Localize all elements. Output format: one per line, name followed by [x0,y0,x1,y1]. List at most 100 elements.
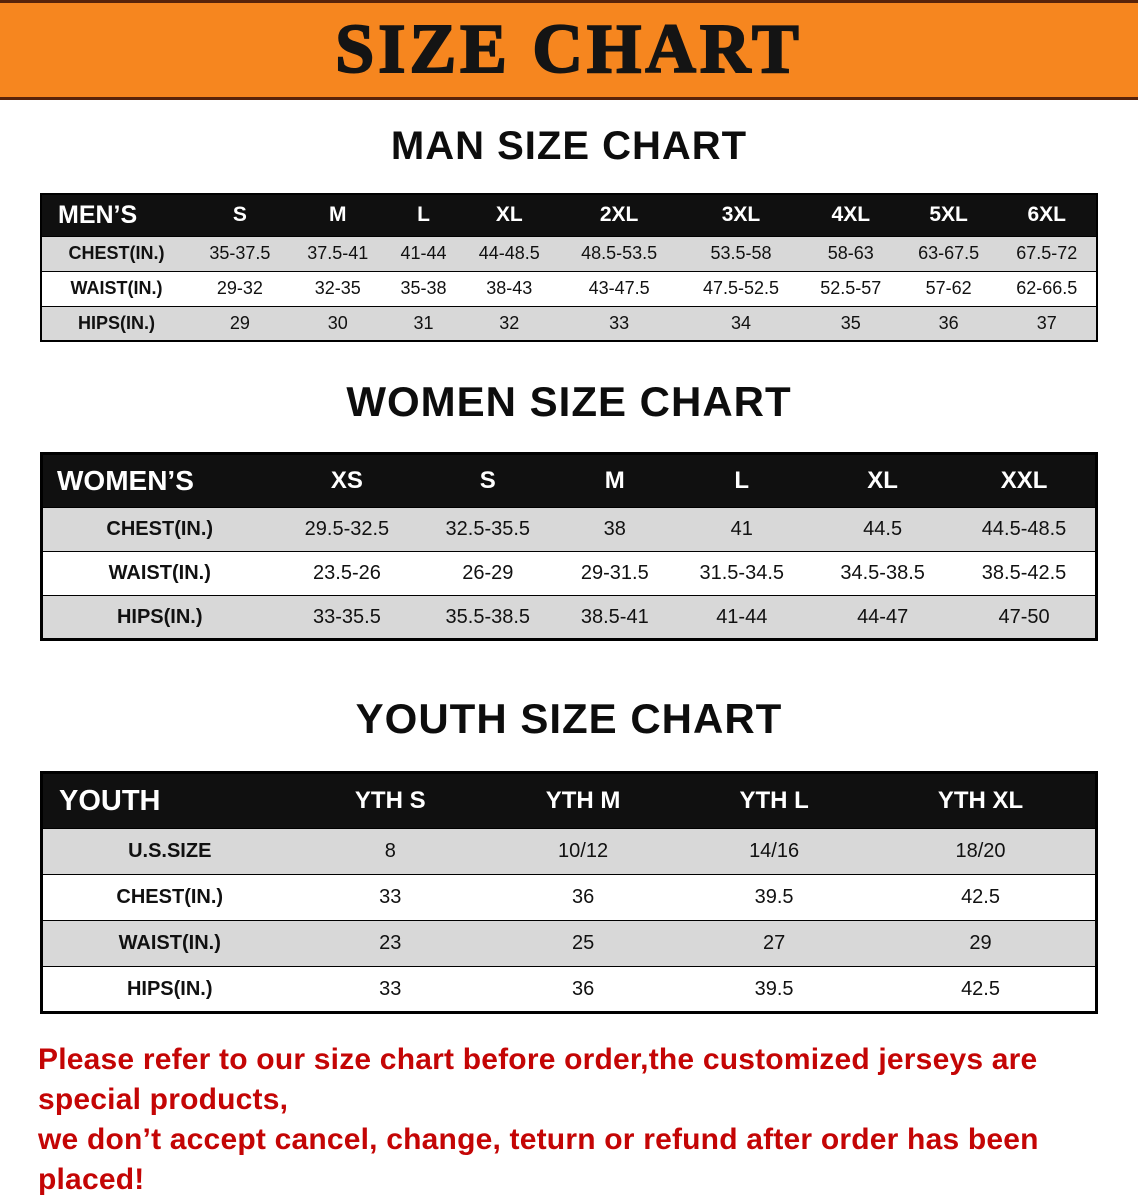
size-value-cell: 29 [866,920,1097,967]
size-value-cell: 35-37.5 [191,235,289,272]
size-value-cell: 32.5-35.5 [417,507,559,552]
measurement-label: HIPS(IN.) [41,966,297,1013]
size-value-cell: 23.5-26 [276,551,418,596]
youth-size-table: YOUTH YTH S YTH M YTH L YTH XL U.S.SIZE 8 10/12… [40,771,1098,1014]
size-value-cell: 58-63 [801,235,900,272]
size-value-cell: 35.5-38.5 [417,595,559,640]
table-header-row: WOMEN’S XS S M L XL XXL [41,453,1097,508]
size-value-cell: 29 [191,305,289,342]
size-value-cell: 33-35.5 [276,595,418,640]
measurement-label: U.S.SIZE [41,828,297,875]
women-size-table: WOMEN’S XS S M L XL XXL CHEST(IN.) 29.5-32.5 32.5… [40,452,1098,641]
youth-size-chart-section: YOUTH SIZE CHART YOUTH YTH S YTH M YTH L YTH… [0,695,1138,1014]
size-value-cell: 47.5-52.5 [680,270,802,307]
size-value-cell: 27 [682,920,867,967]
size-column-header: S [417,453,559,508]
table-row: WAIST(IN.) 23.5-26 26-29 29-31.5 31.5-34.5 34… [41,551,1097,596]
size-value-cell: 32-35 [288,270,387,307]
table-corner-label: YOUTH [41,772,297,829]
size-value-cell: 42.5 [866,874,1097,921]
size-value-cell: 44-48.5 [460,235,559,272]
size-value-cell: 39.5 [682,966,867,1013]
table-row: CHEST(IN.) 33 36 39.5 42.5 [41,874,1097,921]
size-value-cell: 31 [386,305,461,342]
size-value-cell: 34 [680,305,802,342]
size-column-header: XXL [953,453,1097,508]
size-value-cell: 53.5-58 [680,235,802,272]
disclaimer: Please refer to our size chart before or… [38,1040,1100,1200]
size-value-cell: 31.5-34.5 [671,551,813,596]
size-value-cell: 62-66.5 [997,270,1097,307]
page-title: SIZE CHART [334,10,803,89]
men-size-chart-section: MAN SIZE CHART MEN’S S M L XL 2XL 3XL 4XL 5XL 6XL… [0,124,1138,342]
measurement-label: HIPS(IN.) [41,305,191,342]
size-value-cell: 26-29 [417,551,559,596]
size-column-header: 6XL [997,193,1097,237]
table-corner-label: MEN’S [41,193,191,237]
table-corner-label: WOMEN’S [41,453,277,508]
size-value-cell: 36 [484,966,683,1013]
table-row: HIPS(IN.) 29 30 31 32 33 34 35 36 37 [41,305,1097,342]
table-header-row: YOUTH YTH S YTH M YTH L YTH XL [41,772,1097,829]
table-row: WAIST(IN.) 29-32 32-35 35-38 38-43 43-47.5 47.… [41,270,1097,307]
size-value-cell: 33 [296,966,485,1013]
size-column-header: S [191,193,289,237]
size-column-header: YTH S [296,772,485,829]
size-value-cell: 30 [288,305,387,342]
size-value-cell: 57-62 [899,270,998,307]
table-row: HIPS(IN.) 33-35.5 35.5-38.5 38.5-41 41-44 44-… [41,595,1097,640]
size-value-cell: 48.5-53.5 [558,235,681,272]
size-value-cell: 43-47.5 [558,270,681,307]
measurement-label: WAIST(IN.) [41,270,191,307]
table-row: CHEST(IN.) 29.5-32.5 32.5-35.5 38 41 44.5 44.5… [41,507,1097,552]
size-value-cell: 37.5-41 [288,235,387,272]
size-value-cell: 29-32 [191,270,289,307]
table-row: WAIST(IN.) 23 25 27 29 [41,920,1097,967]
measurement-label: CHEST(IN.) [41,235,191,272]
size-value-cell: 41-44 [671,595,813,640]
size-value-cell: 38 [558,507,672,552]
size-value-cell: 25 [484,920,683,967]
size-value-cell: 29-31.5 [558,551,672,596]
size-column-header: XS [276,453,418,508]
size-value-cell: 67.5-72 [997,235,1097,272]
size-value-cell: 39.5 [682,874,867,921]
size-value-cell: 33 [296,874,485,921]
size-value-cell: 44.5 [812,507,954,552]
size-column-header: YTH L [682,772,867,829]
size-value-cell: 52.5-57 [801,270,900,307]
size-value-cell: 37 [997,305,1097,342]
size-value-cell: 44.5-48.5 [953,507,1097,552]
size-column-header: L [671,453,813,508]
disclaimer-line-1: Please refer to our size chart before or… [38,1043,1038,1116]
size-value-cell: 36 [899,305,998,342]
size-column-header: 2XL [558,193,681,237]
table-row: CHEST(IN.) 35-37.5 37.5-41 41-44 44-48.5 48.5… [41,235,1097,272]
size-value-cell: 34.5-38.5 [812,551,954,596]
table-row: U.S.SIZE 8 10/12 14/16 18/20 [41,828,1097,875]
size-value-cell: 18/20 [866,828,1097,875]
size-value-cell: 47-50 [953,595,1097,640]
size-column-header: 4XL [801,193,900,237]
size-value-cell: 36 [484,874,683,921]
size-value-cell: 63-67.5 [899,235,998,272]
size-column-header: XL [812,453,954,508]
size-value-cell: 10/12 [484,828,683,875]
size-column-header: M [288,193,387,237]
measurement-label: WAIST(IN.) [41,920,297,967]
size-value-cell: 38.5-41 [558,595,672,640]
measurement-label: WAIST(IN.) [41,551,277,596]
size-value-cell: 23 [296,920,485,967]
size-column-header: 3XL [680,193,802,237]
size-value-cell: 35-38 [386,270,461,307]
size-column-header: M [558,453,672,508]
youth-chart-title: YOUTH SIZE CHART [355,695,783,742]
size-value-cell: 35 [801,305,900,342]
men-chart-title: MAN SIZE CHART [390,124,748,168]
banner: SIZE CHART [0,0,1138,100]
table-row: HIPS(IN.) 33 36 39.5 42.5 [41,966,1097,1013]
measurement-label: CHEST(IN.) [41,874,297,921]
women-chart-title: WOMEN SIZE CHART [346,378,792,425]
size-value-cell: 41-44 [386,235,461,272]
size-column-header: YTH M [484,772,683,829]
